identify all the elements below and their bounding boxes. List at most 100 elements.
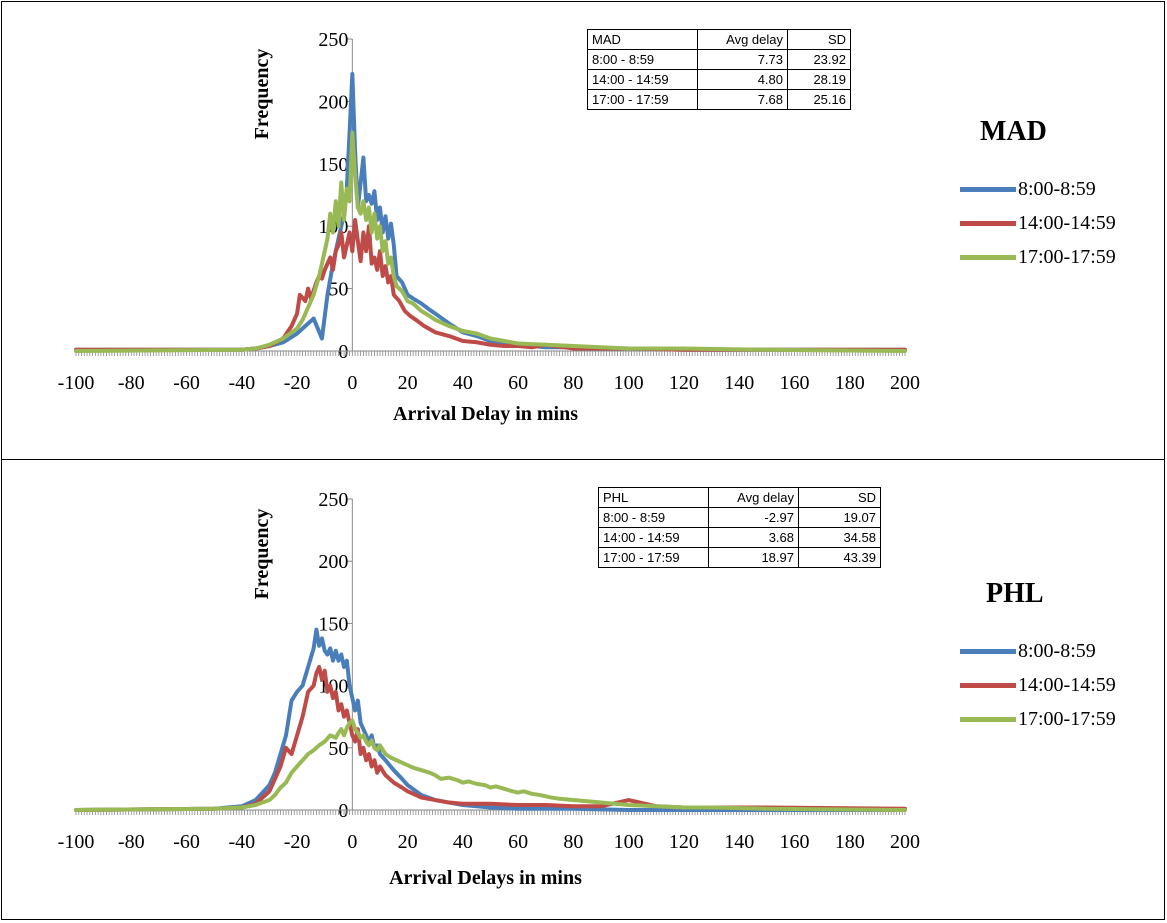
table-header-cell: SD — [798, 487, 881, 508]
x-tick-label: 200 — [890, 831, 920, 853]
y-tick-label: 150 — [318, 613, 348, 635]
table-cell: 7.68 — [697, 89, 788, 110]
x-tick-label: 20 — [398, 372, 418, 394]
table-row: 8:00 - 8:59 7.73 23.92 — [587, 49, 851, 70]
series-line-2 — [74, 130, 907, 353]
y-tick-label: 200 — [318, 91, 348, 113]
x-tick-label: -40 — [228, 372, 255, 394]
phl-airport-label: PHL — [986, 578, 1044, 609]
x-tick-label: -20 — [284, 372, 311, 394]
table-cell: 8:00 - 8:59 — [598, 507, 709, 528]
legend-label: 8:00-8:59 — [1018, 639, 1096, 662]
y-tick-label: 200 — [318, 551, 348, 573]
phl-panel: 0 50 100 150 200 250 -100 -80 -60 -40 -20 0 20 40 60 80… — [1, 460, 1165, 920]
x-tick-label: 140 — [724, 372, 754, 394]
table-cell: 14:00 - 14:59 — [587, 69, 698, 90]
phl-legend: 8:00-8:59 14:00-14:59 17:00-17:59 — [960, 634, 1116, 736]
table-cell: 34.58 — [798, 527, 881, 548]
x-axis-title: Arrival Delay in mins — [393, 403, 578, 425]
table-cell: 17:00 - 17:59 — [587, 89, 698, 110]
x-tick-label: 40 — [453, 372, 473, 394]
legend-swatch — [960, 648, 1016, 654]
table-header-cell: PHL — [598, 487, 709, 508]
series-line-0 — [74, 71, 907, 352]
legend-item: 14:00-14:59 — [960, 206, 1116, 240]
x-tick-label: 0 — [347, 372, 357, 394]
x-tick-label: 80 — [563, 372, 583, 394]
table-cell: 14:00 - 14:59 — [598, 527, 709, 548]
table-header-cell: MAD — [587, 29, 698, 50]
y-tick-label: 0 — [338, 341, 348, 363]
legend-item: 17:00-17:59 — [960, 240, 1116, 274]
x-tick-label: 120 — [669, 372, 699, 394]
legend-label: 17:00-17:59 — [1018, 245, 1116, 268]
series-line-0 — [74, 627, 907, 812]
x-tick-label: 60 — [508, 831, 528, 853]
series-line-1 — [74, 664, 907, 812]
table-cell: 19.07 — [798, 507, 881, 528]
legend-label: 14:00-14:59 — [1018, 673, 1116, 696]
x-tick-label: -20 — [284, 831, 311, 853]
table-header-row: PHL Avg delay SD — [598, 487, 881, 508]
table-header-cell: Avg delay — [708, 487, 799, 508]
series-line-1 — [74, 217, 907, 352]
y-axis-title: Frequency — [251, 49, 273, 140]
mad-chart: 0 50 100 150 200 250 -100 -80 -60 -40 -20 0 20 40 60 80… — [58, 29, 920, 425]
table-header-cell: Avg delay — [697, 29, 788, 50]
x-axis-title: Arrival Delays in mins — [389, 867, 582, 889]
x-minor-ticks — [75, 810, 906, 815]
legend-label: 8:00-8:59 — [1018, 177, 1096, 200]
table-row: 14:00 - 14:59 4.80 28.19 — [587, 69, 851, 90]
table-cell: 3.68 — [708, 527, 799, 548]
y-axis-title: Frequency — [251, 509, 273, 600]
legend-item: 8:00-8:59 — [960, 634, 1116, 668]
series-line-2 — [74, 718, 907, 812]
table-row: 17:00 - 17:59 18.97 43.39 — [598, 547, 881, 568]
x-tick-label: 200 — [890, 372, 920, 394]
x-tick-label: -40 — [228, 831, 255, 853]
table-cell: 23.92 — [787, 49, 851, 70]
y-tick-label: 0 — [338, 800, 348, 822]
x-tick-label: -80 — [118, 372, 145, 394]
y-tick-label: 250 — [318, 489, 348, 511]
x-tick-label: 180 — [835, 831, 865, 853]
table-cell: 18.97 — [708, 547, 799, 568]
x-tick-label: 160 — [779, 831, 809, 853]
legend-item: 14:00-14:59 — [960, 668, 1116, 702]
legend-swatch — [960, 220, 1016, 226]
x-tick-label: 120 — [669, 831, 699, 853]
legend-swatch — [960, 716, 1016, 722]
table-cell: 25.16 — [787, 89, 851, 110]
x-tick-label: 140 — [724, 831, 754, 853]
x-tick-label: 80 — [563, 831, 583, 853]
x-tick-label: 0 — [347, 831, 357, 853]
y-tick-label: 250 — [318, 29, 348, 51]
mad-airport-label: MAD — [980, 116, 1047, 147]
y-tick-label: 50 — [328, 279, 348, 301]
x-tick-label: -60 — [173, 372, 200, 394]
table-cell: 4.80 — [697, 69, 788, 90]
mad-panel: 0 50 100 150 200 250 -100 -80 -60 -40 -20 0 20 40 60 80… — [1, 1, 1165, 460]
x-tick-label: 160 — [779, 372, 809, 394]
table-cell: 17:00 - 17:59 — [598, 547, 709, 568]
mad-legend: 8:00-8:59 14:00-14:59 17:00-17:59 — [960, 172, 1116, 274]
legend-swatch — [960, 682, 1016, 688]
phl-chart: 0 50 100 150 200 250 -100 -80 -60 -40 -20 0 20 40 60 80… — [58, 489, 920, 889]
x-tick-label: 100 — [614, 372, 644, 394]
table-cell: 43.39 — [798, 547, 881, 568]
table-row: 8:00 - 8:59 -2.97 19.07 — [598, 507, 881, 528]
table-header-cell: SD — [787, 29, 851, 50]
table-cell: -2.97 — [708, 507, 799, 528]
mad-stats-table: MAD Avg delay SD 8:00 - 8:59 7.73 23.92 14:00 … — [587, 29, 851, 110]
legend-label: 14:00-14:59 — [1018, 211, 1116, 234]
table-row: 14:00 - 14:59 3.68 34.58 — [598, 527, 881, 548]
table-cell: 8:00 - 8:59 — [587, 49, 698, 70]
x-tick-label: 20 — [398, 831, 418, 853]
legend-item: 8:00-8:59 — [960, 172, 1116, 206]
legend-label: 17:00-17:59 — [1018, 707, 1116, 730]
table-header-row: MAD Avg delay SD — [587, 29, 851, 50]
table-row: 17:00 - 17:59 7.68 25.16 — [587, 89, 851, 110]
x-tick-label: -100 — [58, 372, 95, 394]
y-tick-label: 50 — [328, 738, 348, 760]
